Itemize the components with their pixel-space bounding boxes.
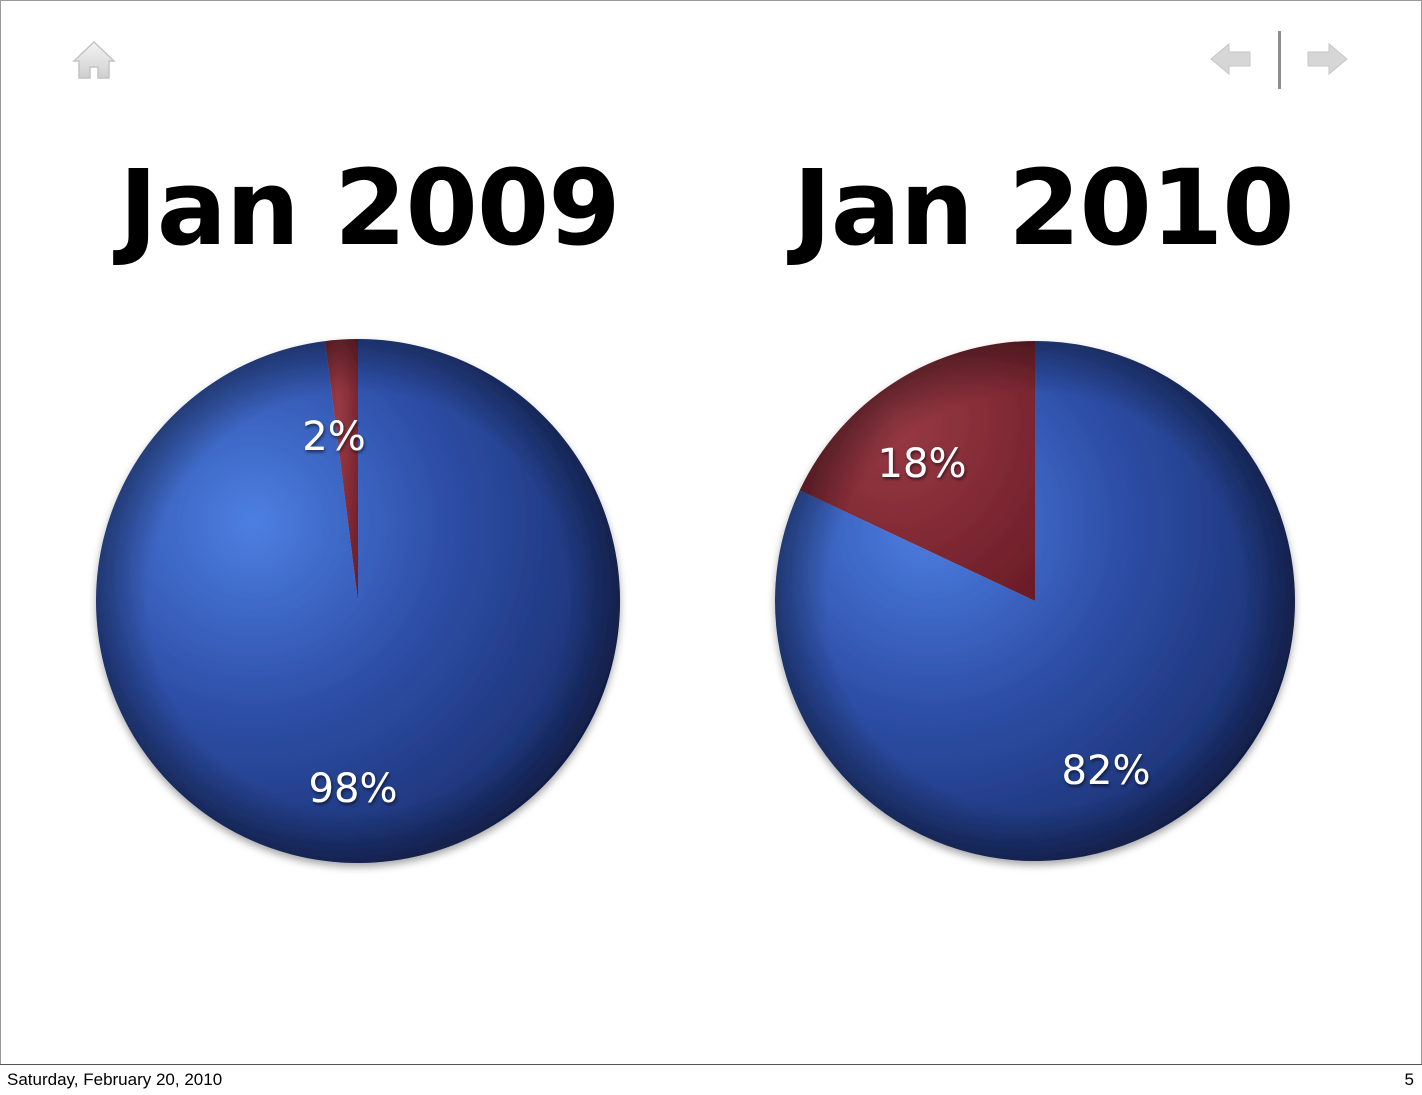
pie-data-label: 2% xyxy=(302,414,365,460)
arrow-right-icon[interactable] xyxy=(1305,41,1349,77)
pie-1 xyxy=(774,341,1295,861)
pie-edge-shading xyxy=(96,339,620,863)
slide-navigation xyxy=(1207,31,1353,89)
pie-0 xyxy=(96,339,621,864)
home-icon[interactable] xyxy=(71,39,117,81)
footer-date: Saturday, February 20, 2010 xyxy=(7,1070,223,1089)
pie-edge-shading xyxy=(775,341,1295,861)
chart-title-jan-2009: Jan 2009 xyxy=(119,147,621,269)
nav-separator xyxy=(1278,31,1281,89)
chart-title-jan-2010: Jan 2010 xyxy=(793,147,1295,269)
page-number: 5 xyxy=(1404,1070,1414,1089)
pie-data-label: 18% xyxy=(878,441,967,487)
pie-data-label: 82% xyxy=(1062,748,1151,794)
pie-data-label: 98% xyxy=(309,766,398,812)
arrow-left-icon[interactable] xyxy=(1209,41,1253,77)
pie-charts: 2% 98% 18% 82% xyxy=(96,339,1295,864)
footer: Saturday, February 20, 2010 5 xyxy=(0,1064,1422,1095)
slide: Jan 2009 Jan 2010 2% 98% 18% 82% xyxy=(0,0,1422,1065)
